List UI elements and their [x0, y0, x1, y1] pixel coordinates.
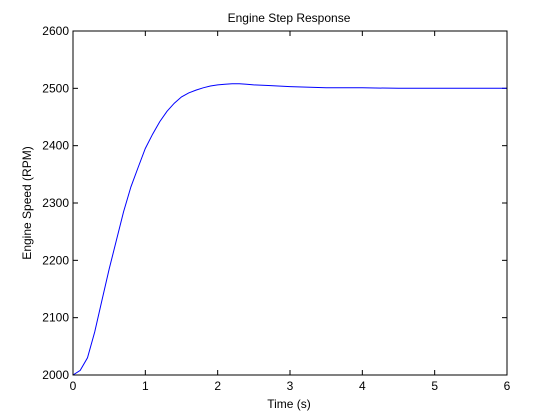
plot-frame: [72, 30, 508, 376]
x-tick-label: 0: [70, 379, 77, 393]
x-tick-label: 6: [504, 379, 511, 393]
x-tick-label: 3: [287, 379, 294, 393]
y-tick-label: 2200: [42, 253, 69, 267]
x-tick-label: 2: [214, 379, 221, 393]
y-axis-label: Engine Speed (RPM): [20, 146, 34, 259]
x-tick-label: 4: [359, 379, 366, 393]
series-line: [72, 83, 507, 376]
y-tick-label: 2600: [42, 24, 69, 38]
x-tick-label: 5: [431, 379, 438, 393]
y-tick-label: 2400: [42, 139, 69, 153]
x-tick-label: 1: [142, 379, 149, 393]
y-tick-label: 2500: [42, 81, 69, 95]
x-axis-label: Time (s): [267, 397, 311, 411]
chart-title: Engine Step Response: [228, 11, 351, 25]
y-tick-label: 2100: [42, 311, 69, 325]
plot-area: [73, 31, 507, 375]
y-tick-label: 2000: [42, 368, 69, 382]
y-tick-label: 2300: [42, 196, 69, 210]
